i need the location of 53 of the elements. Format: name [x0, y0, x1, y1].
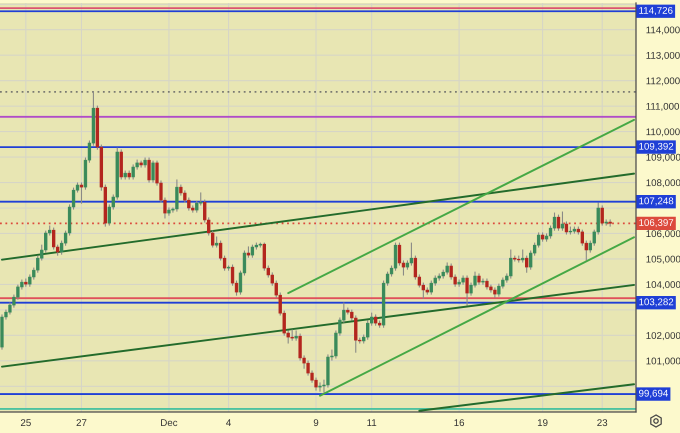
candlestick: [151, 160, 155, 183]
candlestick: [80, 182, 84, 204]
candlestick: [147, 158, 151, 183]
candlestick: [497, 284, 501, 297]
y-tick-label: 105,000: [646, 256, 680, 264]
x-tick-label: 23: [597, 419, 608, 426]
x-tick-label: 11: [367, 419, 376, 426]
candlestick: [394, 242, 398, 271]
ref-line-label: 103,282: [639, 298, 674, 306]
y-tick-label: 113,000: [646, 52, 680, 60]
candlestick: [517, 256, 520, 263]
y-tick-label: 108,000: [646, 179, 680, 188]
candlestick: [477, 273, 481, 285]
candlestick: [465, 275, 469, 306]
ref-line-label: 109,392: [639, 142, 674, 151]
x-tick-label: 9: [314, 419, 318, 426]
y-tick-label: 101,000: [646, 358, 680, 366]
y-tick-label: 110,000: [646, 128, 680, 136]
candlestick: [214, 236, 218, 248]
y-tick-label: 109,000: [646, 154, 680, 162]
y-tick-label: 112,000: [646, 77, 680, 86]
ref-line-label: 114,726: [639, 6, 673, 16]
ref-line-label: 99,694: [639, 390, 668, 398]
candlestick: [485, 278, 489, 290]
candlestick: [560, 212, 564, 231]
candlestick: [294, 330, 298, 341]
ref-line-label: 107,248: [639, 197, 674, 206]
y-tick-label: 114,000: [646, 26, 680, 35]
candlestick: [246, 246, 250, 258]
candlestick: [290, 329, 294, 341]
ref-line-label: 106,397: [639, 219, 674, 228]
x-tick-label: 27: [76, 419, 86, 426]
candlestick: [493, 287, 497, 298]
y-tick-label: 102,000: [646, 332, 680, 340]
x-tick-label: Dec: [161, 419, 178, 426]
candlestick: [556, 214, 560, 231]
y-tick-label: 111,000: [646, 102, 680, 111]
x-tick-label: 4: [226, 419, 231, 426]
candlestick: [446, 262, 449, 275]
candlestick: [175, 179, 179, 212]
candlestick: [513, 256, 516, 262]
y-tick-label: 106,000: [646, 230, 680, 238]
candlestick: [521, 249, 524, 263]
candlestick: [509, 249, 512, 279]
x-tick-label: 25: [20, 419, 31, 426]
candlestick: [600, 205, 604, 226]
x-tick-label: 19: [538, 419, 548, 426]
candlestick: [398, 242, 402, 266]
y-tick-label: 104,000: [646, 281, 680, 290]
candlestick: [250, 244, 254, 258]
x-tick-label: 16: [454, 419, 464, 426]
candlestick: [374, 314, 378, 326]
candlestick: [410, 242, 414, 266]
